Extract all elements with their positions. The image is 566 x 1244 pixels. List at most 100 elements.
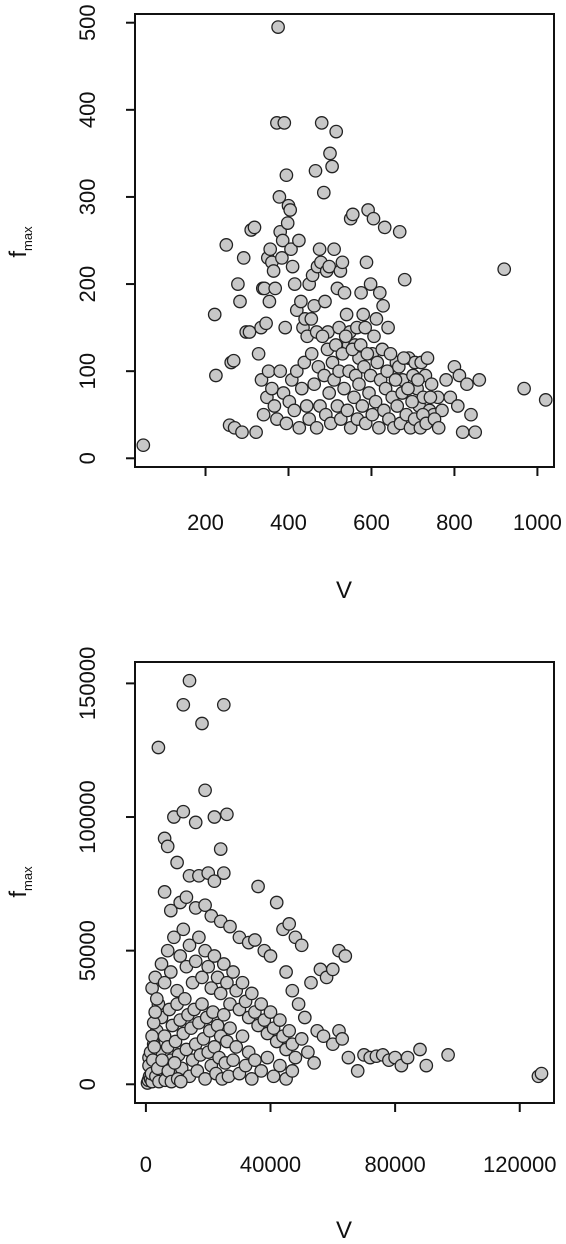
top-data-point — [262, 294, 277, 309]
top-data-point — [267, 399, 282, 413]
bottom-data-point — [285, 1064, 300, 1078]
bottom-data-point — [154, 957, 169, 971]
top-data-point — [405, 394, 419, 409]
bottom-x-tick-label: 120000 — [483, 1152, 556, 1177]
top-data-point — [247, 220, 262, 235]
bottom-data-point — [216, 866, 231, 880]
bottom-data-point — [216, 697, 231, 712]
top-data-point — [261, 364, 276, 379]
top-data-point — [304, 346, 319, 361]
top-data-point — [370, 355, 385, 370]
bottom-data-point — [304, 975, 318, 990]
top-data-point — [136, 438, 151, 453]
bottom-y-tick-label: 0 — [75, 1078, 100, 1090]
bottom-data-point — [220, 975, 234, 990]
top-data-point — [423, 390, 438, 405]
top-data-point — [368, 394, 383, 409]
top-data-point — [497, 262, 512, 277]
bottom-data-point — [235, 1029, 250, 1044]
bottom-data-point — [335, 1032, 350, 1046]
bottom-data-point — [260, 1050, 275, 1065]
top-data-point — [219, 238, 234, 252]
bottom-data-point — [177, 991, 192, 1006]
top-data-point — [309, 420, 324, 435]
bottom-data-point — [176, 804, 191, 819]
bottom-data-point — [157, 885, 172, 899]
top-data-point — [297, 355, 312, 370]
bottom-data-point — [170, 855, 184, 870]
top-x-tick-label: 800 — [436, 510, 473, 535]
bottom-data-point — [192, 930, 206, 945]
top-data-point — [314, 116, 329, 130]
bottom-y-axis: 0 50000 100000 150000 — [75, 647, 135, 1090]
top-y-tick-label: 100 — [75, 353, 100, 390]
bottom-data-point — [207, 810, 222, 824]
bottom-data-point — [338, 949, 353, 963]
bottom-data-point — [235, 975, 250, 990]
bottom-data-point — [282, 917, 297, 931]
bottom-scatter-panel: 0 40000 80000 120000 0 50000 100000 150000 V f… — [5, 647, 556, 1244]
top-y-tick-label: 500 — [75, 4, 100, 41]
bottom-data-point — [350, 1064, 365, 1078]
top-data-point — [356, 307, 371, 322]
top-data-point — [464, 407, 478, 422]
bottom-data-point — [263, 949, 278, 963]
bottom-x-axis: 0 40000 80000 120000 — [140, 1103, 556, 1177]
bottom-data-point — [195, 716, 209, 731]
top-data-point — [372, 420, 386, 435]
top-data-point — [340, 403, 355, 418]
bottom-data-point — [188, 954, 203, 969]
bottom-points — [140, 673, 549, 1090]
bottom-data-point — [182, 673, 197, 688]
bottom-data-point — [316, 1029, 331, 1044]
bottom-data-point — [307, 1056, 321, 1070]
top-x-tick-label: 400 — [270, 510, 307, 535]
bottom-data-point — [325, 962, 340, 977]
top-data-point — [279, 168, 294, 183]
top-data-point — [266, 264, 281, 278]
bottom-x-axis-title: V — [336, 1217, 352, 1244]
top-data-point — [325, 159, 339, 174]
bottom-data-point — [273, 1013, 287, 1027]
bottom-data-point — [216, 957, 231, 971]
top-data-point — [292, 420, 307, 435]
top-data-point — [279, 416, 294, 431]
bottom-data-point — [157, 975, 172, 990]
top-x-tick-label: 1000 — [513, 510, 562, 535]
bottom-data-point — [179, 890, 194, 905]
bottom-data-point — [282, 1023, 297, 1038]
top-data-point — [345, 207, 360, 222]
top-data-point — [235, 425, 249, 440]
bottom-data-point — [220, 807, 234, 822]
top-data-point — [329, 124, 344, 139]
top-data-point — [367, 329, 381, 344]
top-x-axis: 200 400 600 800 1000 — [187, 467, 562, 535]
bottom-data-point — [213, 986, 228, 1001]
bottom-y-axis-title: fmax — [5, 866, 35, 898]
top-data-point — [294, 294, 308, 309]
top-data-point — [411, 373, 425, 387]
bottom-data-point — [198, 898, 212, 913]
top-data-point — [294, 381, 309, 396]
bottom-data-point — [163, 903, 178, 918]
top-y-tick-label: 400 — [75, 91, 100, 128]
top-x-tick-label: 200 — [187, 510, 224, 535]
bottom-data-point — [279, 965, 293, 979]
top-data-point — [460, 377, 474, 392]
bottom-data-point — [173, 949, 188, 963]
top-data-point — [420, 351, 435, 365]
bottom-x-tick-label: 40000 — [240, 1152, 301, 1177]
bottom-plot-frame — [134, 661, 555, 1104]
top-data-point — [517, 381, 531, 396]
bottom-data-point — [251, 879, 265, 894]
top-data-point — [284, 242, 298, 257]
top-data-point — [401, 381, 415, 396]
top-x-axis-title: V — [336, 577, 352, 604]
bottom-data-point — [148, 1005, 163, 1019]
bottom-data-point — [160, 839, 175, 854]
top-data-point — [372, 285, 387, 300]
top-data-point — [263, 242, 278, 257]
bottom-data-point — [155, 1053, 169, 1068]
top-data-point — [256, 407, 271, 422]
